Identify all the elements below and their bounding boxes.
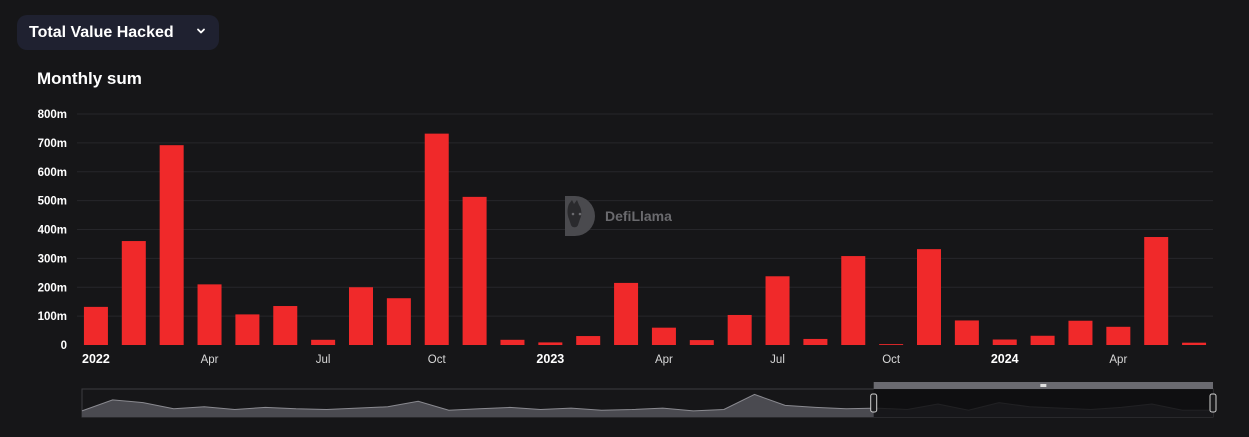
x-tick-label: Apr	[1109, 354, 1127, 366]
x-tick-label: Oct	[428, 354, 447, 366]
x-tick-label: Jul	[316, 354, 331, 366]
y-tick-label: 300m	[38, 253, 67, 265]
bar[interactable]	[500, 339, 525, 345]
zoom-end-handle[interactable]	[1209, 393, 1217, 413]
y-tick-label: 100m	[38, 311, 67, 323]
bar[interactable]	[462, 196, 487, 345]
y-tick-label: 700m	[38, 138, 67, 150]
y-axis: 0 100m 200m 300m 400m 500m 600m 700m 800m	[38, 109, 67, 352]
bar[interactable]	[197, 284, 222, 345]
bar[interactable]	[765, 276, 790, 345]
grid-lines	[77, 113, 1213, 317]
bar[interactable]	[651, 327, 676, 345]
bar[interactable]	[386, 298, 411, 345]
x-tick-label: Oct	[882, 354, 901, 366]
metric-dropdown-label: Total Value Hacked	[29, 23, 174, 41]
y-tick-label: 800m	[38, 109, 67, 121]
bar[interactable]	[1030, 335, 1055, 345]
y-tick-label: 500m	[38, 196, 67, 208]
metric-dropdown[interactable]: Total Value Hacked	[17, 15, 219, 50]
x-tick-label: 2024	[991, 352, 1019, 366]
bars	[83, 133, 1207, 345]
bar[interactable]	[424, 133, 449, 345]
bar[interactable]	[841, 256, 866, 345]
watermark: DefiLlama	[565, 196, 672, 236]
y-tick-label: 400m	[38, 225, 67, 237]
chevron-down-icon	[197, 28, 205, 34]
bar[interactable]	[879, 344, 904, 345]
watermark-text: DefiLlama	[605, 208, 672, 224]
y-tick-label: 0	[61, 340, 67, 352]
bar[interactable]	[954, 320, 979, 345]
zoom-selected-window[interactable]	[873, 389, 1213, 417]
bar[interactable]	[273, 306, 298, 345]
bar[interactable]	[689, 340, 714, 345]
bar[interactable]	[1068, 320, 1093, 345]
bar[interactable]	[311, 339, 336, 345]
data-zoom-slider[interactable]	[81, 382, 1217, 418]
bar[interactable]	[727, 314, 752, 345]
bar[interactable]	[803, 338, 828, 345]
y-tick-label: 200m	[38, 282, 67, 294]
x-tick-label: 2022	[82, 352, 110, 366]
bar[interactable]	[235, 314, 260, 345]
bar[interactable]	[992, 339, 1017, 345]
chart-title: Monthly sum	[37, 69, 142, 88]
bar[interactable]	[1182, 342, 1207, 345]
bar[interactable]	[349, 287, 373, 345]
bar[interactable]	[538, 342, 563, 345]
x-axis: 2022 Apr Jul Oct 2023 Apr Jul Oct 2024 Apr	[82, 352, 1127, 366]
llama-logo-icon	[565, 196, 595, 236]
bar[interactable]	[83, 306, 108, 345]
bar[interactable]	[1106, 326, 1131, 345]
bar[interactable]	[159, 145, 184, 345]
x-tick-label: Apr	[201, 354, 219, 366]
x-tick-label: Apr	[655, 354, 673, 366]
x-tick-label: 2023	[536, 352, 564, 366]
x-tick-label: Jul	[770, 354, 785, 366]
bar[interactable]	[917, 249, 941, 345]
y-tick-label: 600m	[38, 167, 67, 179]
bar[interactable]	[121, 241, 146, 345]
bar[interactable]	[576, 336, 601, 345]
zoom-grip-icon	[1040, 384, 1047, 387]
bar[interactable]	[1144, 237, 1169, 345]
zoom-start-handle[interactable]	[870, 393, 878, 413]
bar[interactable]	[614, 282, 639, 345]
